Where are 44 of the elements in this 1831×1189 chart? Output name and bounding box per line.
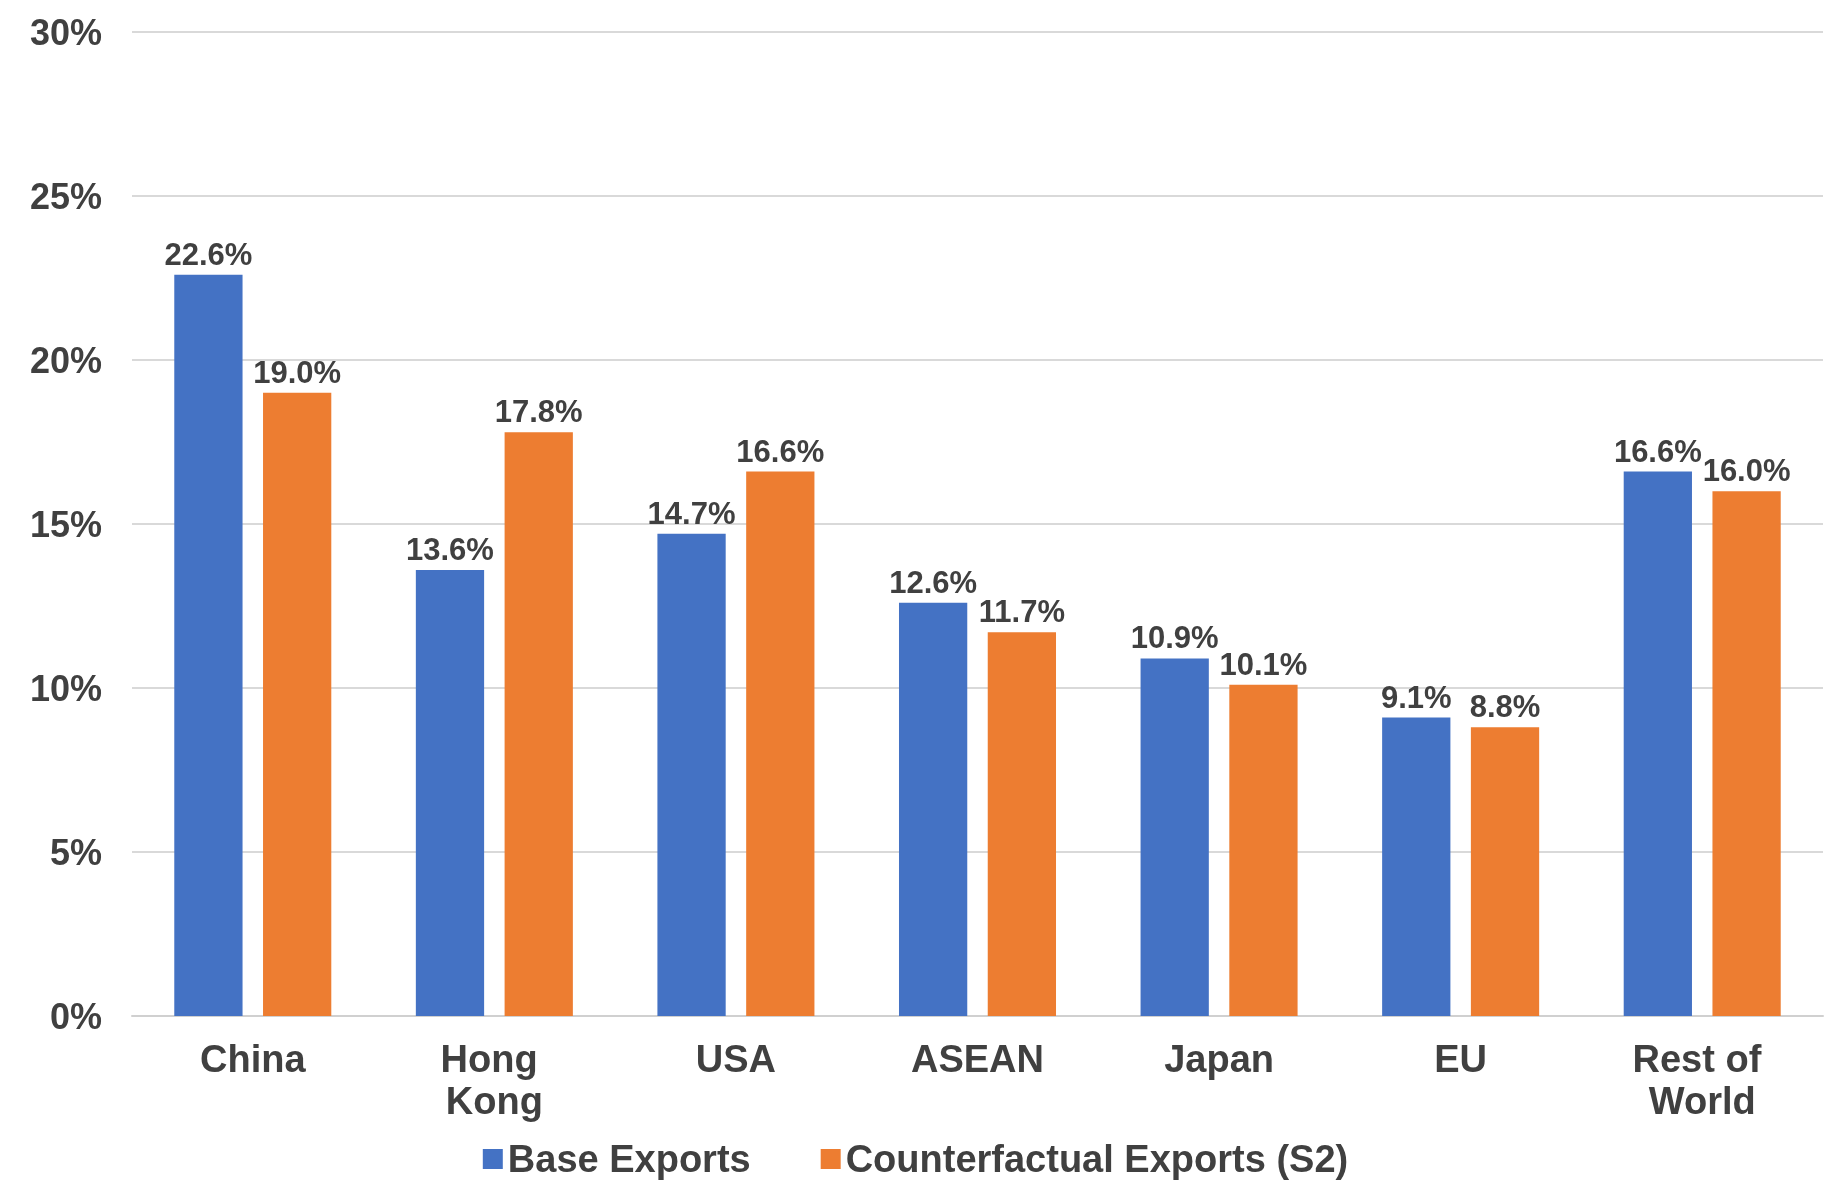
x-tick-label: China [200,1038,307,1080]
data-label: 17.8% [494,394,583,430]
x-tick-label: EU [1434,1038,1488,1080]
data-label: 14.7% [647,495,736,531]
y-tick-label: 10% [29,667,102,709]
x-tick-label: USA [695,1038,777,1080]
bar [657,533,726,1016]
data-label: 11.7% [978,594,1065,630]
data-label: 16.6% [736,433,825,469]
bar [1229,684,1298,1016]
bar [898,602,968,1016]
x-tick-label: Hong Kong [440,1038,549,1122]
data-label: 16.6% [1613,433,1702,469]
bar [987,632,1057,1016]
data-label: 8.8% [1469,689,1541,725]
bar [1623,471,1692,1016]
bar [415,569,485,1016]
data-label: 22.6% [164,236,253,272]
bar [504,432,573,1016]
y-tick-label: 20% [29,339,102,381]
y-tick-label: 5% [49,831,102,873]
data-label: 10.1% [1219,646,1308,682]
y-tick-label: 15% [29,503,102,545]
legend-label: Counterfactual Exports (S2) [845,1138,1349,1180]
bar [1712,491,1781,1016]
x-tick-label: Rest of World [1632,1038,1772,1122]
bar [1140,658,1209,1016]
x-tick-label: Japan [1164,1038,1274,1080]
data-label: 10.9% [1130,620,1219,656]
y-tick-label: 25% [29,175,102,217]
bar [263,392,332,1016]
data-label: 12.6% [889,564,978,600]
data-label: 13.6% [406,531,494,567]
y-tick-label: 30% [29,11,102,53]
y-tick-label: 0% [49,995,102,1037]
legend-label: Base Exports [507,1138,751,1180]
bar [746,471,815,1016]
data-label: 16.0% [1702,453,1791,489]
data-label: 9.1% [1380,679,1452,715]
x-tick-label: ASEAN [910,1038,1045,1080]
bar [174,274,243,1016]
data-label: 19.0% [253,354,342,390]
bar [1470,727,1540,1016]
bar [1382,717,1451,1016]
